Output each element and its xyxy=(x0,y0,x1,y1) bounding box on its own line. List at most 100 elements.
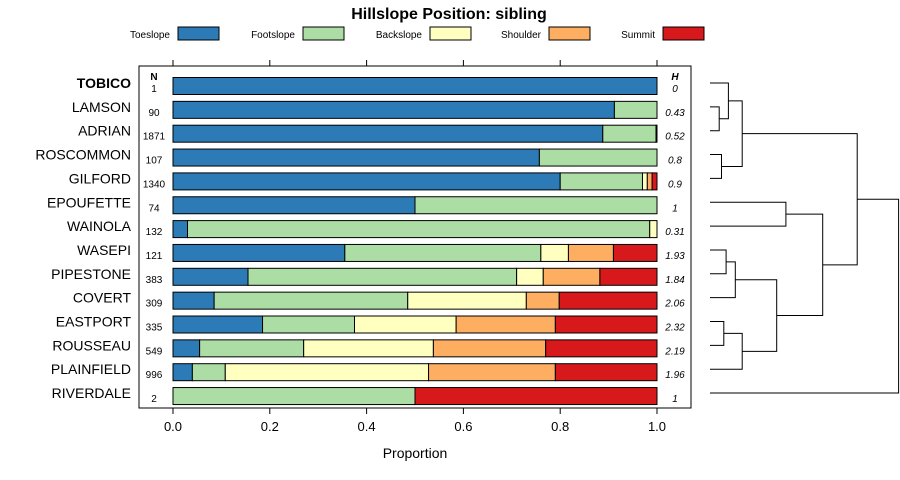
bar-segment-epoufette-footslope xyxy=(414,196,658,215)
bar-row-tobico: TOBICO 1 0 xyxy=(77,75,678,95)
legend-swatch-backslope xyxy=(429,26,472,41)
bar-segment-plainfield-backslope xyxy=(224,363,430,382)
bar-segment-pipestone-toeslope xyxy=(172,267,249,286)
bar-segment-gilford-shoulder xyxy=(646,172,653,191)
bar-rows: TOBICO 1 0 LAMSON 90 0.43 ADRIAN 1871 0.52 ROSCOM… xyxy=(35,75,685,406)
bar-segment-wasepi-shoulder xyxy=(567,243,614,262)
bar-segment-plainfield-footslope xyxy=(191,363,226,382)
series-label-rousseau: ROUSSEAU xyxy=(52,337,131,353)
legend: Toeslope Footslope Backslope Shoulder Summit xyxy=(130,26,705,41)
bar-segment-covert-summit xyxy=(558,291,658,310)
h-value-riverdale: 1 xyxy=(672,394,678,405)
legend-label-summit: Summit xyxy=(621,30,655,41)
chart-title: Hillslope Position: sibling xyxy=(351,6,547,23)
bar-segment-rousseau-footslope xyxy=(199,339,305,358)
bar-segment-adrian-toeslope xyxy=(172,124,604,143)
n-value-lamson: 90 xyxy=(148,108,160,119)
dendrogram-link-12 xyxy=(710,198,900,394)
h-value-epoufette: 1 xyxy=(672,203,678,214)
x-tick-label-4: 0.8 xyxy=(551,419,569,434)
series-label-epoufette: EPOUFETTE xyxy=(47,194,131,210)
n-value-wasepi: 121 xyxy=(146,251,163,262)
bar-row-eastport: EASTPORT 335 2.32 xyxy=(56,314,685,334)
bar-row-gilford: GILFORD 1340 0.9 xyxy=(69,170,682,191)
bar-segment-rousseau-shoulder xyxy=(432,339,547,358)
x-axis-title: Proportion xyxy=(383,445,448,461)
series-label-wainola: WAINOLA xyxy=(67,218,132,234)
bar-segment-eastport-shoulder xyxy=(455,315,556,334)
bar-segment-covert-shoulder xyxy=(525,291,560,310)
h-value-roscommon: 0.8 xyxy=(668,156,682,167)
series-label-covert: COVERT xyxy=(73,290,132,306)
bar-segment-wainola-backslope xyxy=(649,220,658,239)
h-value-pipestone: 1.84 xyxy=(665,275,685,286)
bar-segment-rousseau-summit xyxy=(545,339,658,358)
bar-row-covert: COVERT 309 2.06 xyxy=(73,290,685,310)
legend-label-footslope: Footslope xyxy=(251,30,295,41)
bar-segment-riverdale-summit xyxy=(414,387,658,406)
bar-segment-adrian-backslope xyxy=(655,124,658,143)
bar-segment-rousseau-backslope xyxy=(303,339,434,358)
bar-row-adrian: ADRIAN 1871 0.52 xyxy=(78,123,685,143)
dendrogram-link-5 xyxy=(710,321,725,346)
bar-row-lamson: LAMSON 90 0.43 xyxy=(72,99,685,119)
bar-segment-wasepi-backslope xyxy=(540,243,569,262)
dendrogram-link-11 xyxy=(742,133,858,266)
n-value-tobico: 1 xyxy=(151,84,157,95)
h-value-wainola: 0.31 xyxy=(665,227,684,238)
legend-swatch-footslope xyxy=(302,26,345,41)
bar-segment-eastport-toeslope xyxy=(172,315,264,334)
plot-frame xyxy=(138,65,692,409)
h-value-lamson: 0.43 xyxy=(665,108,685,119)
series-label-eastport: EASTPORT xyxy=(56,314,132,330)
bar-row-rousseau: ROUSSEAU 549 2.19 xyxy=(52,337,685,358)
h-value-rousseau: 2.19 xyxy=(664,346,685,357)
legend-swatch-summit xyxy=(662,26,705,41)
bar-segment-riverdale-footslope xyxy=(172,387,416,406)
bar-segment-wainola-toeslope xyxy=(172,220,189,239)
bar-segment-eastport-footslope xyxy=(262,315,356,334)
n-value-adrian: 1871 xyxy=(143,132,166,143)
bar-segment-pipestone-backslope xyxy=(516,267,544,286)
series-label-plainfield: PLAINFIELD xyxy=(51,361,131,377)
bar-segment-gilford-toeslope xyxy=(172,172,561,191)
series-label-wasepi: WASEPI xyxy=(77,242,131,258)
legend-swatch-shoulder xyxy=(548,26,591,41)
bar-segment-plainfield-summit xyxy=(554,363,658,382)
bar-segment-covert-footslope xyxy=(213,291,409,310)
dendrogram-link-10 xyxy=(776,213,824,317)
bar-row-plainfield: PLAINFIELD 996 1.96 xyxy=(51,361,685,382)
bar-segment-tobico-toeslope xyxy=(172,77,658,95)
n-value-covert: 309 xyxy=(146,299,163,310)
bar-segment-roscommon-toeslope xyxy=(172,148,540,167)
bar-segment-eastport-summit xyxy=(554,315,658,334)
series-label-tobico: TOBICO xyxy=(77,75,131,91)
bar-segment-wasepi-footslope xyxy=(344,243,542,262)
bar-segment-covert-backslope xyxy=(407,291,527,310)
n-value-gilford: 1340 xyxy=(143,179,166,190)
bar-segment-pipestone-footslope xyxy=(247,267,518,286)
bar-segment-wasepi-summit xyxy=(612,243,658,262)
n-value-roscommon: 107 xyxy=(146,156,163,167)
dendrogram-link-6 xyxy=(710,332,743,370)
dendrogram-link-1 xyxy=(710,154,722,179)
bar-segment-lamson-footslope xyxy=(613,100,658,119)
bar-row-roscommon: ROSCOMMON 107 0.8 xyxy=(35,147,682,167)
legend-swatch-toeslope xyxy=(177,26,220,41)
bar-row-wainola: WAINOLA 132 0.31 xyxy=(67,218,685,239)
bar-segment-pipestone-summit xyxy=(599,267,658,286)
bar-segment-roscommon-footslope xyxy=(538,148,658,167)
bar-row-riverdale: RIVERDALE 2 1 xyxy=(52,385,678,406)
dendrogram-link-3 xyxy=(721,100,743,167)
bar-row-epoufette: EPOUFETTE 74 1 xyxy=(47,194,678,215)
n-value-epoufette: 74 xyxy=(148,203,160,214)
legend-label-toeslope: Toeslope xyxy=(130,30,170,41)
bar-segment-rousseau-toeslope xyxy=(172,339,201,358)
x-tick-label-1: 0.2 xyxy=(261,419,279,434)
n-value-eastport: 335 xyxy=(146,323,163,334)
series-label-lamson: LAMSON xyxy=(72,99,131,115)
bar-segment-lamson-toeslope xyxy=(172,100,615,119)
x-tick-label-3: 0.6 xyxy=(454,419,472,434)
bar-segment-covert-toeslope xyxy=(172,291,215,310)
h-value-gilford: 0.9 xyxy=(668,179,682,190)
